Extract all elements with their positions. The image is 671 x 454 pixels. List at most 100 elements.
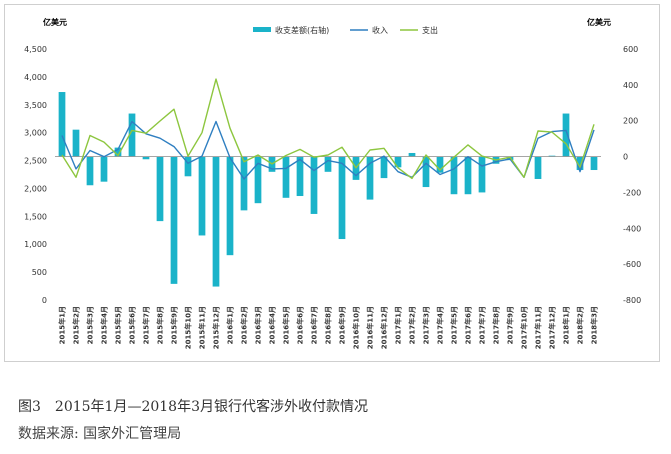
right-tick-label: 200 bbox=[623, 117, 638, 126]
left-tick-label: 1,000 bbox=[24, 240, 47, 249]
chart-frame: 亿美元 亿美元 收支差额(右轴) 收入 支出 0 500 1,000 1,500 2,0… bbox=[4, 4, 660, 362]
balance-bar bbox=[128, 113, 136, 157]
right-tick-label: 0 bbox=[623, 153, 628, 162]
balance-bar bbox=[72, 129, 80, 157]
balance-bar bbox=[58, 92, 66, 157]
balance-bar bbox=[254, 156, 262, 204]
x-tick-label: 2017年10月 bbox=[520, 306, 529, 349]
x-tick-label: 2015年2月 bbox=[72, 306, 81, 344]
balance-bar bbox=[380, 156, 388, 179]
x-tick-label: 2018年2月 bbox=[576, 306, 585, 344]
x-tick-label: 2015年8月 bbox=[156, 306, 165, 344]
balance-bar bbox=[338, 156, 346, 240]
balance-bar bbox=[156, 156, 164, 222]
left-axis-ticks: 0 500 1,000 1,500 2,000 2,500 3,000 3,500 4,000 4… bbox=[24, 45, 47, 305]
balance-bar bbox=[310, 156, 318, 214]
right-tick-label: -400 bbox=[623, 224, 641, 233]
income-line bbox=[61, 120, 595, 180]
left-tick-label: 1,500 bbox=[24, 212, 47, 221]
balance-bar bbox=[324, 156, 332, 172]
x-tick-label: 2017年1月 bbox=[394, 306, 403, 344]
x-tick-label: 2015年4月 bbox=[100, 306, 109, 344]
balance-bar bbox=[212, 156, 220, 287]
series-lines bbox=[61, 78, 595, 180]
x-tick-label: 2016年12月 bbox=[380, 306, 389, 349]
balance-bar bbox=[548, 155, 556, 157]
balance-bar bbox=[478, 156, 486, 193]
balance-bar bbox=[394, 156, 402, 168]
left-tick-label: 2,500 bbox=[24, 157, 47, 166]
balance-bar bbox=[100, 156, 108, 182]
left-tick-label: 3,000 bbox=[24, 129, 47, 138]
x-tick-label: 2017年4月 bbox=[436, 306, 445, 344]
x-tick-label: 2017年5月 bbox=[450, 306, 459, 344]
x-tick-label: 2017年6月 bbox=[464, 306, 473, 344]
balance-bar bbox=[198, 156, 206, 236]
x-tick-label: 2015年5月 bbox=[114, 306, 123, 344]
right-axis-ticks: -800 -600 -400 -200 0 200 400 600 bbox=[623, 45, 641, 305]
balance-bar bbox=[226, 156, 234, 256]
x-tick-label: 2015年12月 bbox=[212, 306, 221, 349]
x-tick-label: 2017年8月 bbox=[492, 306, 501, 344]
x-tick-label: 2015年3月 bbox=[86, 306, 95, 344]
right-tick-label: -800 bbox=[623, 296, 641, 305]
left-tick-label: 4,000 bbox=[24, 73, 47, 82]
x-tick-label: 2016年5月 bbox=[282, 306, 291, 344]
legend: 收支差额(右轴) 收入 支出 bbox=[253, 25, 438, 35]
x-tick-label: 2015年7月 bbox=[142, 306, 151, 344]
right-tick-label: 400 bbox=[623, 81, 638, 90]
left-tick-label: 500 bbox=[32, 268, 47, 277]
x-tick-label: 2015年6月 bbox=[128, 306, 137, 344]
balance-bar bbox=[170, 156, 178, 284]
right-tick-label: -200 bbox=[623, 188, 641, 197]
balance-bar bbox=[282, 156, 290, 198]
x-tick-label: 2018年1月 bbox=[562, 306, 571, 344]
right-tick-label: -600 bbox=[623, 260, 641, 269]
x-tick-label: 2015年9月 bbox=[170, 306, 179, 344]
x-tick-label: 2017年12月 bbox=[548, 306, 557, 349]
x-tick-label: 2016年8月 bbox=[324, 306, 333, 344]
x-tick-label: 2016年11月 bbox=[366, 306, 375, 349]
balance-bar bbox=[576, 156, 584, 171]
figure-caption: 图3 2015年1月—2018年3月银行代客涉外收付款情况 bbox=[18, 399, 368, 415]
balance-bar bbox=[86, 156, 94, 186]
balance-bar bbox=[590, 156, 598, 171]
x-tick-label: 2015年11月 bbox=[198, 306, 207, 349]
x-tick-label: 2016年9月 bbox=[338, 306, 347, 344]
x-tick-label: 2016年3月 bbox=[254, 306, 263, 344]
balance-bar bbox=[450, 156, 458, 195]
x-tick-label: 2017年7月 bbox=[478, 306, 487, 344]
x-tick-label: 2015年10月 bbox=[184, 306, 193, 349]
x-tick-label: 2016年7月 bbox=[310, 306, 319, 344]
balance-bar bbox=[240, 156, 248, 211]
x-tick-label: 2016年6月 bbox=[296, 306, 305, 344]
right-tick-label: 600 bbox=[623, 45, 638, 54]
balance-bar bbox=[366, 156, 374, 200]
x-tick-label: 2016年1月 bbox=[226, 306, 235, 344]
x-tick-label: 2017年11月 bbox=[534, 306, 543, 349]
balance-bar bbox=[296, 156, 304, 197]
left-tick-label: 2,000 bbox=[24, 184, 47, 193]
balance-bar bbox=[464, 156, 472, 195]
left-tick-label: 0 bbox=[42, 296, 47, 305]
balance-bars bbox=[58, 92, 598, 287]
x-tick-label: 2017年3月 bbox=[422, 306, 431, 344]
data-source: 数据来源: 国家外汇管理局 bbox=[18, 426, 182, 442]
right-axis-unit: 亿美元 bbox=[587, 17, 611, 27]
legend-label-income: 收入 bbox=[372, 25, 388, 35]
balance-bar bbox=[534, 156, 542, 179]
legend-label-balance: 收支差额(右轴) bbox=[275, 25, 329, 35]
balance-bar bbox=[142, 156, 150, 160]
balance-bar bbox=[436, 156, 444, 173]
balance-bar bbox=[114, 147, 122, 157]
balance-bar bbox=[422, 156, 430, 188]
balance-bar bbox=[184, 156, 192, 177]
legend-swatch-balance bbox=[253, 27, 271, 32]
left-tick-label: 3,500 bbox=[24, 101, 47, 110]
x-tick-label: 2017年2月 bbox=[408, 306, 417, 344]
legend-label-expense: 支出 bbox=[422, 25, 438, 35]
x-tick-label: 2016年4月 bbox=[268, 306, 277, 344]
x-tick-label: 2015年1月 bbox=[58, 306, 67, 344]
x-axis-ticks: 2015年1月 2015年2月 2015年3月 2015年4月 2015年5月 2015年… bbox=[58, 306, 599, 349]
chart-svg: 亿美元 亿美元 收支差额(右轴) 收入 支出 0 500 1,000 1,500 2,0… bbox=[24, 17, 641, 349]
